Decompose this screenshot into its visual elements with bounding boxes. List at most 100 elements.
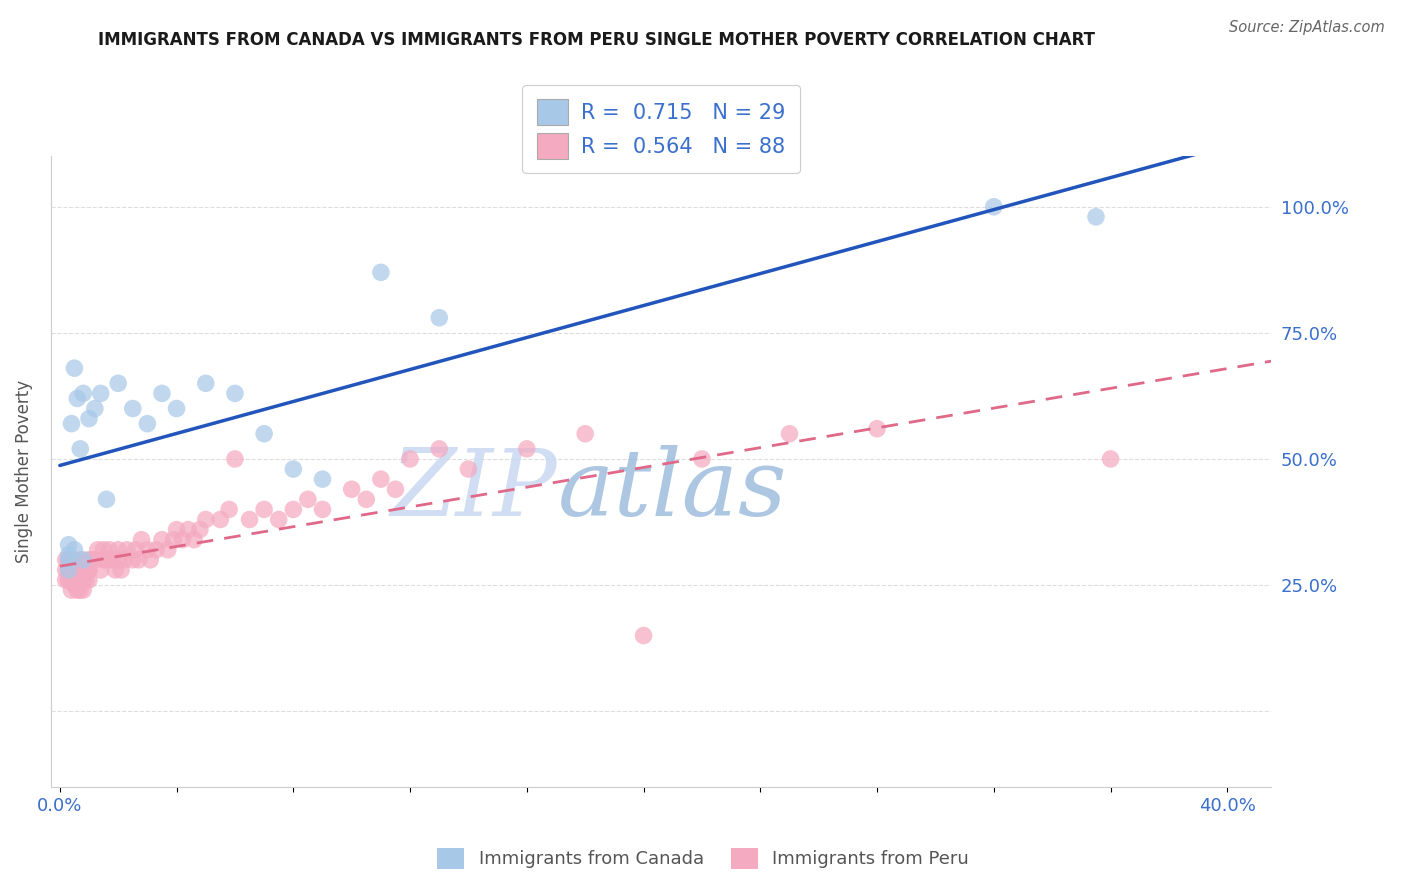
- Point: [55, 573, 77, 587]
- Point: [145, 542, 167, 557]
- Point: [58, 553, 80, 567]
- Point: [283, 502, 305, 516]
- Text: Source: ZipAtlas.com: Source: ZipAtlas.com: [1229, 20, 1385, 35]
- Point: [194, 376, 217, 391]
- Point: [60, 553, 83, 567]
- Text: IMMIGRANTS FROM CANADA VS IMMIGRANTS FROM PERU SINGLE MOTHER POVERTY CORRELATION: IMMIGRANTS FROM CANADA VS IMMIGRANTS FRO…: [98, 31, 1095, 49]
- Point: [574, 426, 596, 441]
- Point: [125, 542, 148, 557]
- Point: [115, 542, 138, 557]
- Point: [150, 533, 173, 547]
- Point: [177, 523, 200, 537]
- Point: [60, 583, 83, 598]
- Point: [96, 492, 118, 507]
- Point: [66, 392, 89, 406]
- Point: [58, 563, 80, 577]
- Point: [77, 563, 100, 577]
- Point: [340, 482, 363, 496]
- Point: [80, 553, 103, 567]
- Point: [427, 442, 450, 456]
- Point: [136, 542, 159, 557]
- Point: [112, 553, 135, 567]
- Point: [58, 568, 80, 582]
- Point: [516, 442, 538, 456]
- Point: [139, 553, 162, 567]
- Point: [1099, 452, 1122, 467]
- Point: [107, 553, 129, 567]
- Point: [779, 426, 801, 441]
- Point: [83, 401, 105, 416]
- Point: [399, 452, 422, 467]
- Point: [90, 563, 112, 577]
- Point: [166, 401, 188, 416]
- Point: [690, 452, 713, 467]
- Point: [136, 417, 159, 431]
- Point: [63, 573, 86, 587]
- Point: [63, 578, 86, 592]
- Point: [224, 386, 246, 401]
- Point: [311, 472, 333, 486]
- Point: [1084, 210, 1107, 224]
- Point: [209, 512, 232, 526]
- Point: [101, 553, 124, 567]
- Point: [238, 512, 260, 526]
- Point: [60, 573, 83, 587]
- Point: [283, 462, 305, 476]
- Point: [156, 542, 179, 557]
- Point: [63, 361, 86, 376]
- Point: [60, 573, 83, 587]
- Point: [55, 563, 77, 577]
- Point: [427, 310, 450, 325]
- Point: [69, 573, 91, 587]
- Point: [150, 386, 173, 401]
- Point: [96, 553, 118, 567]
- Point: [110, 563, 132, 577]
- Point: [297, 492, 319, 507]
- Point: [77, 573, 100, 587]
- Point: [384, 482, 406, 496]
- Point: [311, 502, 333, 516]
- Point: [75, 573, 97, 587]
- Point: [66, 573, 89, 587]
- Point: [72, 386, 94, 401]
- Point: [77, 563, 100, 577]
- Point: [58, 563, 80, 577]
- Point: [121, 553, 143, 567]
- Point: [58, 573, 80, 587]
- Point: [87, 542, 110, 557]
- Point: [66, 583, 89, 598]
- Point: [90, 386, 112, 401]
- Point: [188, 523, 211, 537]
- Point: [77, 411, 100, 425]
- Point: [107, 376, 129, 391]
- Legend: R =  0.715   N = 29, R =  0.564   N = 88: R = 0.715 N = 29, R = 0.564 N = 88: [523, 85, 800, 173]
- Point: [75, 563, 97, 577]
- Point: [72, 583, 94, 598]
- Point: [224, 452, 246, 467]
- Point: [63, 542, 86, 557]
- Point: [107, 542, 129, 557]
- Point: [183, 533, 205, 547]
- Point: [356, 492, 378, 507]
- Point: [72, 563, 94, 577]
- Point: [69, 553, 91, 567]
- Point: [253, 502, 276, 516]
- Point: [58, 548, 80, 562]
- Point: [83, 553, 105, 567]
- Point: [866, 422, 889, 436]
- Y-axis label: Single Mother Poverty: Single Mother Poverty: [15, 380, 32, 563]
- Point: [63, 563, 86, 577]
- Point: [983, 200, 1005, 214]
- Point: [63, 568, 86, 582]
- Point: [194, 512, 217, 526]
- Point: [72, 573, 94, 587]
- Point: [121, 401, 143, 416]
- Point: [457, 462, 479, 476]
- Point: [69, 583, 91, 598]
- Point: [69, 563, 91, 577]
- Point: [58, 553, 80, 567]
- Point: [55, 553, 77, 567]
- Legend: Immigrants from Canada, Immigrants from Peru: Immigrants from Canada, Immigrants from …: [430, 840, 976, 876]
- Point: [58, 573, 80, 587]
- Text: ZIP: ZIP: [391, 445, 557, 535]
